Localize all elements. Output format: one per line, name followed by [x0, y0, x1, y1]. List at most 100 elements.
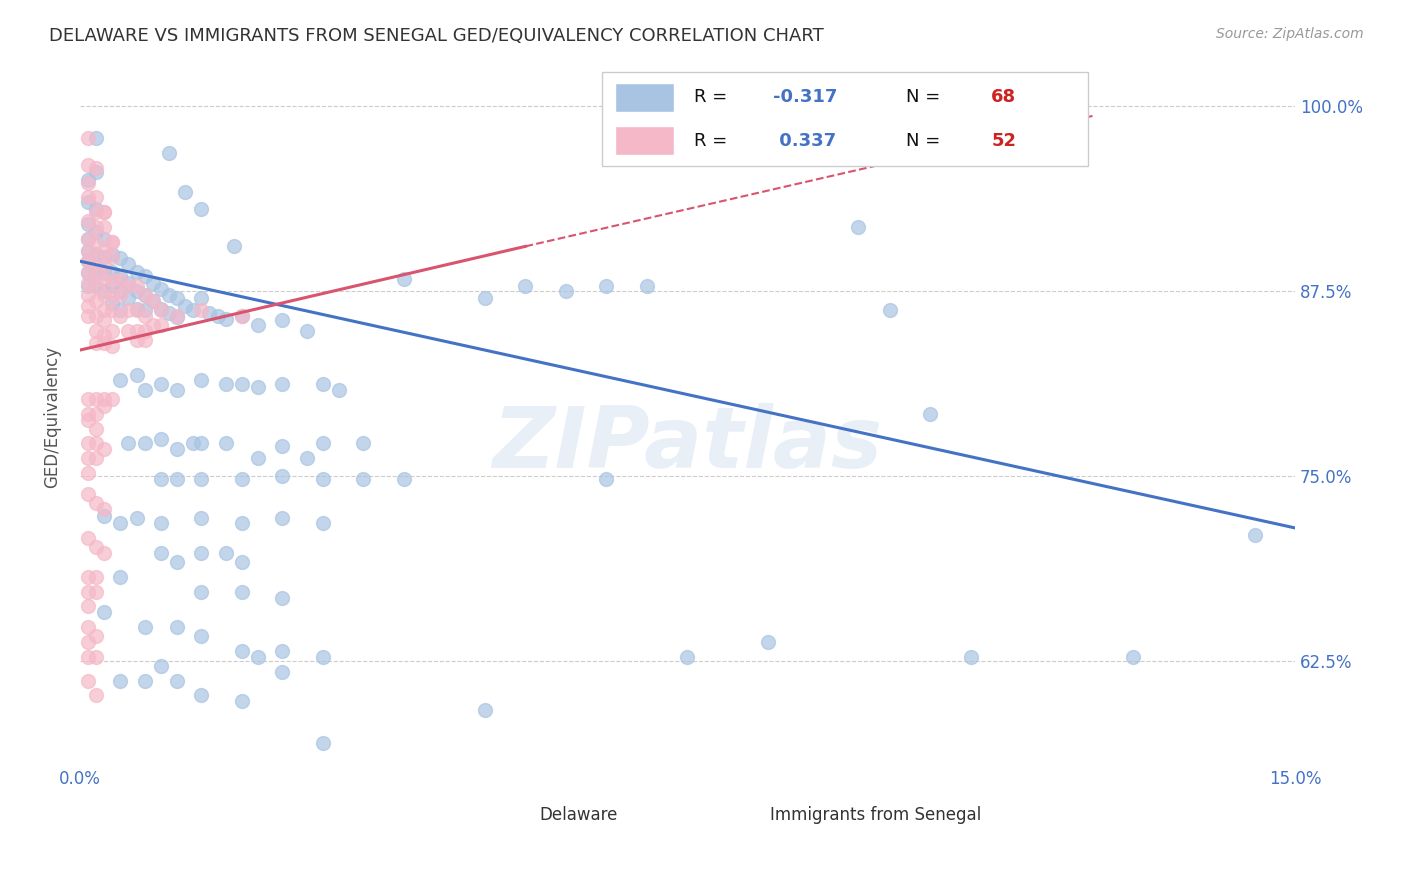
- Point: [77, 266, 100, 280]
- Point: [166, 620, 188, 634]
- Point: [93, 546, 115, 560]
- Point: [312, 516, 335, 531]
- Point: [198, 306, 221, 320]
- Point: [215, 436, 238, 450]
- Point: [181, 436, 204, 450]
- Point: [117, 277, 139, 291]
- Point: [392, 272, 415, 286]
- Text: 0.337: 0.337: [772, 132, 835, 150]
- FancyBboxPatch shape: [478, 804, 530, 827]
- Point: [84, 436, 107, 450]
- Point: [1243, 528, 1265, 542]
- Point: [77, 620, 100, 634]
- Point: [312, 472, 335, 486]
- Text: -0.317: -0.317: [772, 88, 837, 106]
- Point: [84, 451, 107, 466]
- Point: [93, 273, 115, 287]
- Point: [149, 472, 172, 486]
- Point: [93, 328, 115, 343]
- Point: [142, 277, 165, 291]
- Text: 68: 68: [991, 88, 1017, 106]
- Text: ZIPatlas: ZIPatlas: [492, 403, 883, 486]
- Point: [125, 303, 148, 318]
- Point: [190, 291, 212, 305]
- Point: [515, 279, 537, 293]
- Point: [84, 264, 107, 278]
- Point: [117, 257, 139, 271]
- Point: [93, 284, 115, 298]
- Point: [93, 232, 115, 246]
- Point: [84, 190, 107, 204]
- FancyBboxPatch shape: [709, 804, 761, 827]
- Point: [142, 294, 165, 309]
- Text: N =: N =: [907, 88, 946, 106]
- Point: [84, 205, 107, 219]
- Point: [142, 318, 165, 332]
- Point: [77, 158, 100, 172]
- Point: [77, 279, 100, 293]
- Point: [93, 313, 115, 327]
- Point: [110, 268, 132, 283]
- Point: [134, 303, 156, 318]
- Point: [190, 202, 212, 217]
- Point: [77, 635, 100, 649]
- Point: [125, 279, 148, 293]
- Point: [134, 309, 156, 323]
- Point: [166, 442, 188, 457]
- Point: [77, 436, 100, 450]
- Point: [1122, 649, 1144, 664]
- FancyBboxPatch shape: [614, 126, 673, 155]
- Point: [117, 436, 139, 450]
- Point: [312, 377, 335, 392]
- Point: [93, 288, 115, 302]
- Point: [157, 306, 180, 320]
- Point: [77, 131, 100, 145]
- Point: [190, 584, 212, 599]
- Point: [134, 268, 156, 283]
- Point: [77, 584, 100, 599]
- Point: [271, 377, 294, 392]
- Text: Delaware: Delaware: [538, 806, 617, 824]
- Point: [846, 220, 869, 235]
- Point: [117, 291, 139, 305]
- Point: [77, 264, 100, 278]
- Point: [110, 273, 132, 287]
- Point: [77, 407, 100, 421]
- Point: [110, 303, 132, 318]
- Point: [77, 190, 100, 204]
- FancyBboxPatch shape: [602, 72, 1088, 166]
- Point: [352, 472, 374, 486]
- Point: [920, 407, 942, 421]
- Point: [77, 413, 100, 427]
- Point: [166, 310, 188, 325]
- Point: [676, 649, 699, 664]
- Point: [77, 466, 100, 480]
- Point: [125, 510, 148, 524]
- Point: [101, 288, 124, 302]
- Point: [295, 451, 318, 466]
- Point: [149, 546, 172, 560]
- Point: [295, 324, 318, 338]
- Point: [960, 649, 983, 664]
- Point: [247, 380, 270, 394]
- Point: [93, 244, 115, 258]
- Point: [166, 555, 188, 569]
- Text: Immigrants from Senegal: Immigrants from Senegal: [770, 806, 981, 824]
- Point: [93, 335, 115, 350]
- Point: [77, 232, 100, 246]
- Point: [636, 279, 658, 293]
- Point: [101, 246, 124, 260]
- Point: [181, 303, 204, 318]
- Text: 52: 52: [991, 132, 1017, 150]
- Point: [77, 214, 100, 228]
- Point: [93, 442, 115, 457]
- Point: [110, 373, 132, 387]
- Point: [77, 288, 100, 302]
- Point: [77, 451, 100, 466]
- Point: [190, 546, 212, 560]
- Point: [84, 540, 107, 554]
- Point: [84, 584, 107, 599]
- Point: [84, 202, 107, 217]
- Point: [101, 279, 124, 293]
- Point: [84, 324, 107, 338]
